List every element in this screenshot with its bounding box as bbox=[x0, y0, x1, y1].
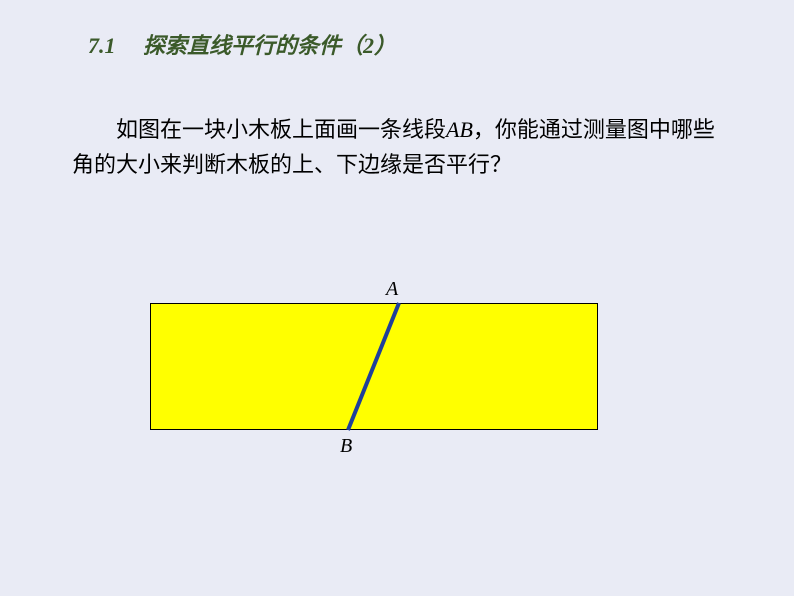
section-number: 7.1 bbox=[88, 33, 116, 58]
slide: 7.1 探索直线平行的条件（2） 如图在一块小木板上面画一条线段AB，你能通过测… bbox=[0, 0, 794, 596]
title-text: 探索直线平行的条件（2） bbox=[143, 33, 396, 58]
figure: A B bbox=[150, 290, 600, 490]
label-b: B bbox=[340, 435, 352, 458]
body-text: 如图在一块小木板上面画一条线段AB，你能通过测量图中哪些角的大小来判断木板的上、… bbox=[72, 112, 732, 182]
segment-label: AB bbox=[446, 117, 473, 142]
body-prefix: 如图在一块小木板上面画一条线段 bbox=[116, 117, 446, 142]
line-ab-svg bbox=[150, 290, 600, 450]
label-a: A bbox=[386, 278, 398, 301]
slide-title: 7.1 探索直线平行的条件（2） bbox=[88, 28, 396, 60]
title-spacer bbox=[121, 33, 138, 58]
line-ab bbox=[348, 303, 399, 430]
